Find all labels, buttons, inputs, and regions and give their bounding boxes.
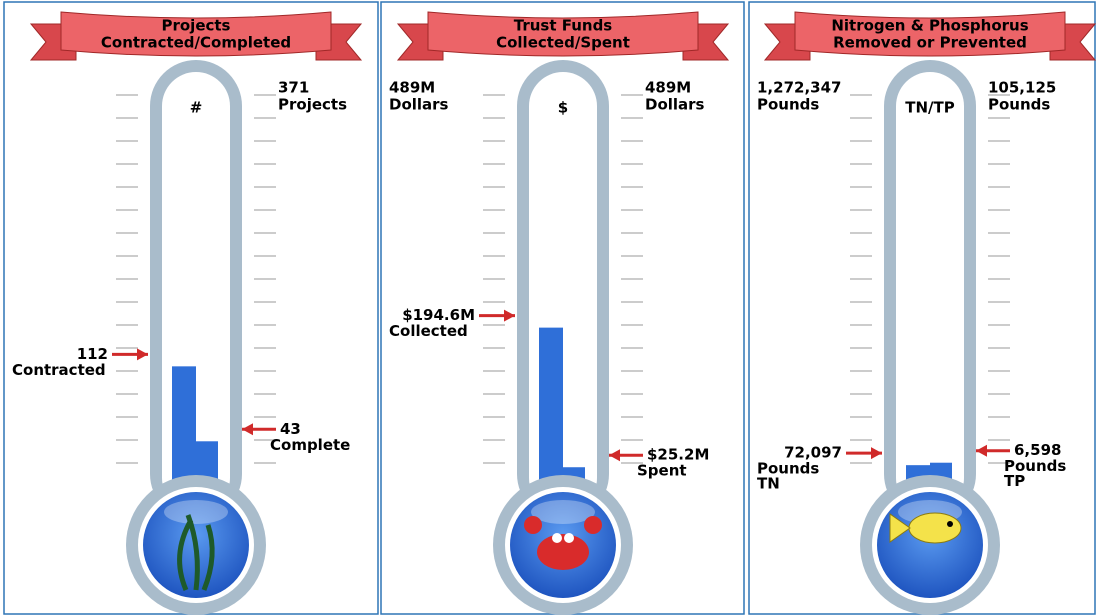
fish [909, 513, 961, 543]
series-name: Complete [270, 436, 350, 454]
crab-eye [552, 533, 562, 543]
chart-title: Trust Funds [514, 17, 613, 35]
max-unit: Pounds [757, 96, 819, 114]
max-unit: Pounds [988, 96, 1050, 114]
crab-eye [564, 533, 574, 543]
series-name: Spent [637, 462, 687, 480]
fish-eye [947, 521, 953, 527]
bulb-shine [164, 500, 228, 524]
chart-title: Collected/Spent [496, 34, 630, 52]
series-name: Contracted [12, 361, 106, 379]
symbol: $ [558, 99, 568, 117]
series-name: Collected [389, 322, 468, 340]
max-label: 489M [389, 79, 435, 97]
max-unit: Dollars [389, 96, 449, 114]
series-name: TN [757, 475, 780, 493]
chart-title: Contracted/Completed [101, 34, 291, 52]
max-label: 1,272,347 [757, 79, 841, 97]
series-name: TP [1004, 472, 1025, 490]
max-unit: Projects [278, 96, 347, 114]
symbol: TN/TP [905, 99, 955, 117]
chart-title: Nitrogen & Phosphorus [831, 17, 1028, 35]
tube-inner [896, 72, 964, 512]
max-label: 105,125 [988, 79, 1056, 97]
symbol: # [190, 99, 203, 117]
max-unit: Dollars [645, 96, 705, 114]
chart-title: Projects [161, 17, 230, 35]
crab-claw [584, 516, 602, 534]
crab-claw [524, 516, 542, 534]
max-label: 371 [278, 79, 309, 97]
max-label: 489M [645, 79, 691, 97]
crab [537, 534, 589, 570]
infographic: ProjectsContracted/Completed#112Contract… [0, 0, 1097, 615]
chart-title: Removed or Prevented [833, 34, 1027, 52]
